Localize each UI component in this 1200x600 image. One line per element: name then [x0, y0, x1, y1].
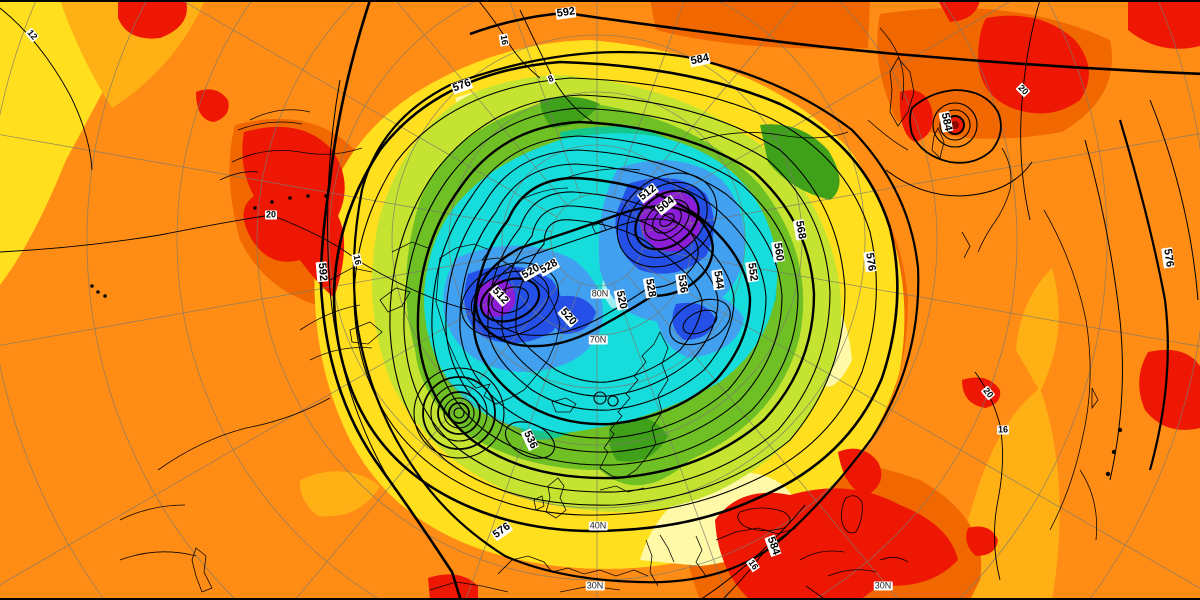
coast-iceland: [551, 397, 577, 413]
contour-536: [501, 205, 719, 397]
contours-east-asia-trough: [1084, 99, 1199, 481]
contour-oval-b: [607, 395, 619, 407]
coast-caspian: [841, 495, 863, 534]
coast-japan-china: [961, 147, 1099, 541]
contours-se-lobe: [669, 298, 731, 346]
coast-kamchatka-okhotsk: [867, 27, 945, 159]
contour-oval-536: [504, 421, 556, 459]
contour-568: [389, 94, 846, 506]
contour-thin-se: [699, 504, 806, 600]
coast-florida-gulf: [119, 547, 213, 593]
contour-oval-a: [593, 391, 607, 405]
height-contours: [319, 0, 1200, 600]
field-red-1: [118, 0, 187, 39]
field-darkorange-top: [650, 0, 870, 49]
coast-greenland: [435, 243, 561, 405]
contours-greenland-low: [413, 367, 505, 459]
contour-572: [353, 77, 877, 516]
field-red-11: [838, 448, 882, 495]
contour-552: [445, 149, 783, 453]
field-red-3: [242, 126, 345, 298]
coast-mediterranean: [429, 527, 797, 593]
aux-contour-12: [0, 7, 93, 171]
coast-mideast: [799, 550, 909, 600]
field-red-8: [1139, 349, 1200, 430]
field-amber-bottomleft: [299, 471, 380, 517]
coast-baffin: [329, 241, 429, 345]
field-red-12: [966, 526, 998, 556]
contour-556: [431, 135, 799, 466]
field-red-2: [196, 89, 229, 122]
contour-560: [416, 120, 816, 480]
field-darkgreen1: [540, 96, 600, 128]
contour-588-west: [327, 79, 396, 491]
field-amber-right2: [1016, 268, 1059, 392]
contour-584-loop: [352, 50, 920, 584]
field-red-13: [428, 574, 478, 600]
coast-islands: [90, 194, 1123, 477]
field-darkgreen2: [760, 124, 840, 200]
field-red-10: [715, 488, 958, 600]
contour-564: [403, 107, 831, 493]
contour-576-loop: [332, 60, 899, 533]
field-red-7: [938, 0, 980, 22]
coast-norway: [599, 331, 669, 479]
contour-548: [459, 163, 767, 439]
field-red-6: [1128, 0, 1200, 49]
coast-alaska-bering: [219, 109, 363, 181]
coast-blacksea: [737, 507, 791, 531]
contour-592-west: [319, 0, 463, 600]
